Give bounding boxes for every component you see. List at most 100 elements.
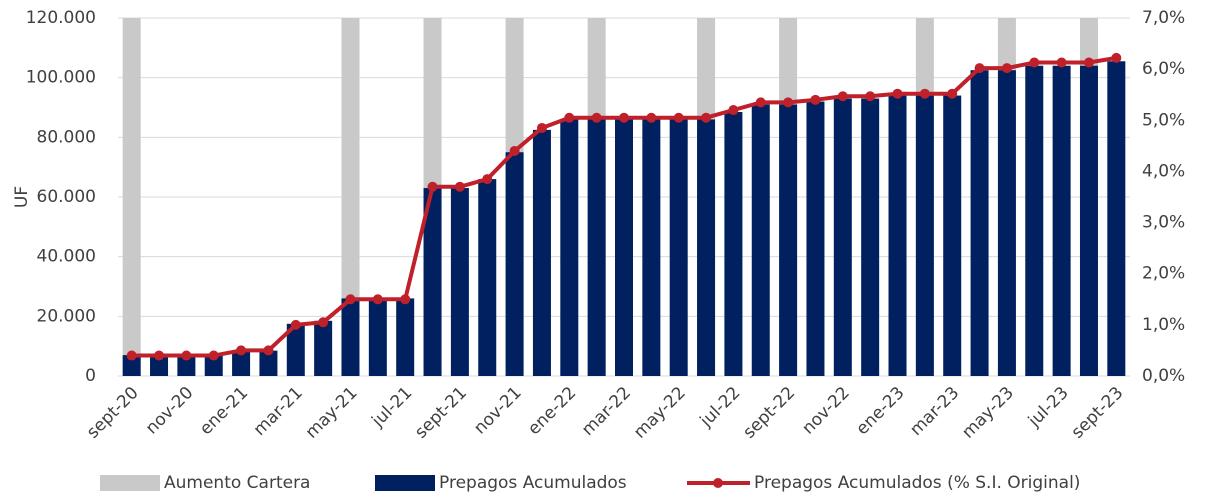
y2-tick-label: 5,0% [1142, 110, 1185, 130]
bar [697, 119, 716, 376]
x-tick-label: nov-22 [798, 383, 854, 439]
bar [779, 104, 798, 377]
y-tick-label: 20.000 [37, 306, 96, 326]
y-tick-label: 0 [85, 366, 96, 386]
bar [286, 323, 305, 376]
x-tick-label: mar-21 [250, 383, 307, 440]
bar [423, 188, 442, 376]
line-marker [263, 345, 274, 356]
line-marker [865, 91, 876, 102]
line-marker [126, 350, 137, 361]
bar [396, 298, 415, 376]
bar [888, 95, 907, 377]
bar [341, 18, 360, 376]
y2-tick-label: 3,0% [1142, 213, 1185, 233]
line-marker [1001, 63, 1012, 74]
bar [915, 95, 934, 377]
bar [669, 119, 688, 376]
bar [997, 70, 1016, 376]
bar [450, 188, 469, 376]
bar [615, 119, 633, 376]
bar [259, 350, 278, 376]
legend-label: Prepagos Acumulados (% S.I. Original) [754, 473, 1080, 493]
legend-label: Prepagos Acumulados [439, 473, 627, 493]
line-marker [564, 112, 575, 123]
bar [1025, 65, 1044, 376]
bar [232, 350, 251, 376]
bar [478, 179, 497, 376]
x-tick-label: nov-21 [470, 383, 526, 439]
bar [150, 355, 169, 376]
bar [368, 298, 387, 376]
line-marker [974, 63, 985, 74]
x-tick-label: may-23 [958, 383, 1018, 443]
bar [1079, 65, 1098, 376]
bar [587, 119, 606, 376]
x-tick-label: jul-23 [1024, 383, 1073, 432]
bar [833, 98, 852, 377]
line-marker [181, 350, 192, 361]
x-tick-label: sept-22 [739, 383, 799, 443]
legend-swatch [100, 475, 160, 491]
bar [1052, 65, 1071, 376]
x-tick-label: ene-22 [524, 383, 580, 439]
line-marker [236, 345, 247, 356]
line-marker [208, 350, 219, 361]
line-marker [509, 145, 520, 156]
y-tick-label: 100.000 [26, 68, 96, 88]
line-marker [728, 105, 739, 116]
line-marker [619, 112, 629, 123]
line-marker [318, 317, 329, 328]
x-tick-label: may-22 [630, 383, 690, 443]
x-tick-label: mar-22 [578, 383, 635, 440]
line-marker [892, 88, 903, 99]
legend-label: Aumento Cartera [164, 473, 310, 493]
line-marker [783, 97, 794, 108]
y2-tick-label: 4,0% [1142, 161, 1185, 181]
line-marker [345, 294, 356, 305]
y-tick-label: 60.000 [37, 187, 96, 207]
line-marker [372, 294, 383, 305]
bar [560, 119, 579, 376]
y2-tick-label: 2,0% [1142, 264, 1185, 284]
x-tick-label: sept-20 [83, 383, 143, 443]
bar [341, 298, 360, 376]
line-marker [673, 112, 684, 123]
line-marker [454, 181, 465, 192]
x-tick-label: sept-21 [411, 383, 471, 443]
line-marker [482, 174, 493, 185]
line-marker [1111, 52, 1122, 63]
x-tick-label: mar-23 [906, 383, 963, 440]
line-marker [1083, 57, 1094, 68]
bar [970, 70, 989, 376]
legend-swatch [713, 478, 723, 488]
bar [751, 104, 770, 377]
y-axis-label: UF [12, 186, 32, 208]
bar [122, 355, 141, 376]
line-marker [290, 319, 301, 330]
x-tick-label: may-21 [302, 383, 362, 443]
bar [1107, 61, 1126, 377]
y2-tick-label: 6,0% [1142, 59, 1185, 79]
line-marker [400, 294, 411, 305]
bar [314, 320, 333, 376]
line-marker [1056, 57, 1067, 68]
line-marker [536, 122, 547, 133]
line-marker [427, 181, 438, 192]
bar [532, 129, 551, 376]
line-marker [154, 350, 165, 361]
line-marker [755, 97, 766, 108]
bar [204, 355, 223, 376]
line-marker [646, 112, 657, 123]
bar [505, 152, 524, 376]
bar [724, 111, 743, 376]
bar [122, 18, 141, 376]
line-marker [1029, 57, 1040, 68]
y-tick-label: 120.000 [26, 8, 96, 28]
line-marker [919, 88, 930, 99]
bar [177, 355, 196, 376]
x-tick-label: jul-21 [367, 383, 416, 432]
bar [642, 119, 661, 376]
y2-tick-label: 1,0% [1142, 315, 1185, 335]
